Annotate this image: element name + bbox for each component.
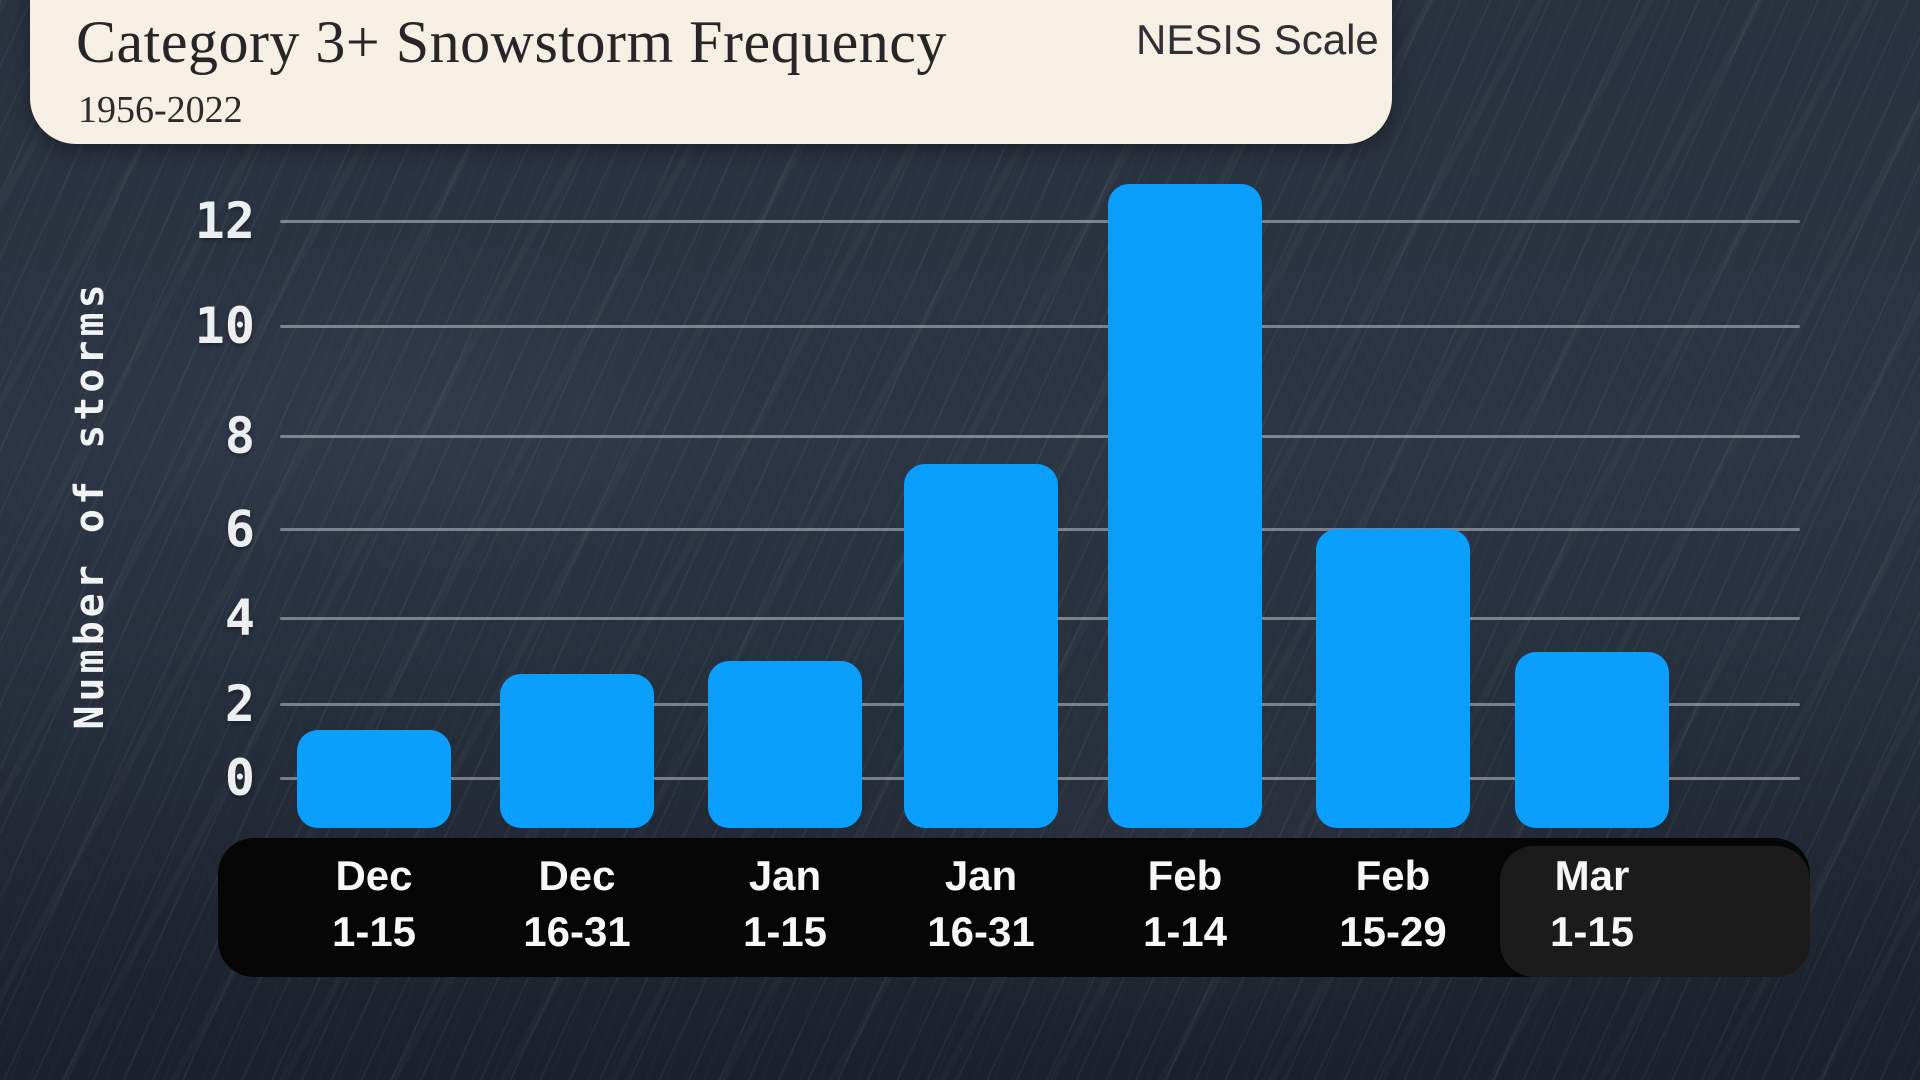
x-label-dec-16-31: Dec 16-31	[523, 852, 631, 955]
chart-subtitle: 1956-2022	[78, 89, 243, 131]
x-label-feb-15-29: Feb 15-29	[1339, 852, 1447, 955]
y-tick-label-12: 12	[194, 192, 255, 250]
bar-feb-15-29	[1316, 529, 1470, 828]
bar-jan-16-31	[904, 463, 1058, 828]
x-axis-strip-highlight	[1500, 846, 1810, 977]
gridline-y10	[280, 324, 1800, 328]
gridline-y8	[280, 434, 1800, 438]
y-tick-label-10: 10	[194, 297, 255, 355]
x-label-jan-1-15: Jan 1-15	[742, 852, 828, 955]
bar-feb-1-14	[1108, 184, 1262, 828]
x-label-mar-1-15: Mar 1-15	[1549, 852, 1635, 955]
x-label-jan-16-31: Jan 16-31	[927, 852, 1035, 955]
title-card: Category 3+ Snowstorm Frequency 1956-202…	[30, 0, 1392, 144]
y-tick-label-2: 2	[224, 675, 255, 733]
x-label-dec-1-15: Dec 1-15	[331, 852, 417, 955]
y-tick-label-4: 4	[224, 589, 255, 647]
y-tick-label-6: 6	[224, 500, 255, 558]
bar-mar-1-15	[1515, 652, 1669, 828]
scale-label: NESIS Scale	[1136, 16, 1379, 63]
gridline-y12	[280, 219, 1800, 223]
chart-title: Category 3+ Snowstorm Frequency	[76, 9, 947, 75]
bar-dec-1-15	[297, 729, 451, 828]
y-tick-label-8: 8	[224, 407, 255, 465]
x-label-feb-1-14: Feb 1-14	[1142, 852, 1228, 955]
y-tick-label-0: 0	[224, 749, 255, 807]
bar-jan-1-15	[708, 661, 862, 828]
bar-dec-16-31	[500, 673, 654, 828]
